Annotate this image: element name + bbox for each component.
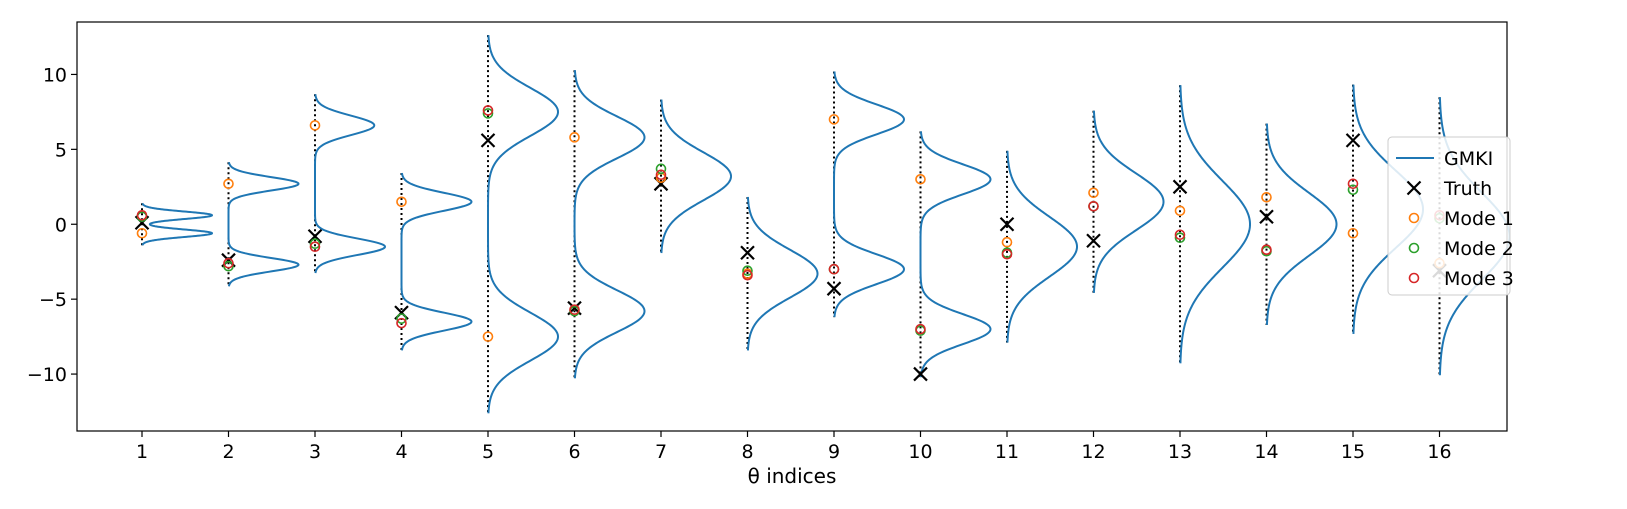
y-tick-label-3: −5 <box>39 289 67 311</box>
x-axis-label: θ indices <box>748 464 837 488</box>
truth-marker-5 <box>480 133 496 148</box>
mode-3-marker-8 <box>742 269 753 281</box>
density-curve-12 <box>1092 110 1165 293</box>
mode-2-marker-4 <box>396 313 407 324</box>
mode-2-marker-15 <box>1347 184 1359 196</box>
mode-3-marker-4 <box>396 317 407 329</box>
density-curve-9 <box>833 71 906 318</box>
mode-1-marker-14 <box>1261 191 1272 203</box>
mode-3-marker-5 <box>482 105 494 116</box>
mode-2-marker-5 <box>482 108 494 119</box>
mode-1-marker-2 <box>223 178 234 190</box>
legend-label-mode-1: Mode 1 <box>1444 208 1514 230</box>
legend-label-truth: Truth <box>1443 178 1492 200</box>
x-tick-label-10: 10 <box>908 441 932 463</box>
mode-2-marker-13 <box>1174 232 1186 244</box>
mode-3-marker-11 <box>1001 248 1013 260</box>
y-tick-label-0: 10 <box>43 64 67 86</box>
mode-3-marker-2 <box>223 257 234 269</box>
truth-marker-8 <box>740 245 755 260</box>
mode-1-marker-9 <box>828 114 840 125</box>
density-curve-6 <box>573 70 646 379</box>
truth-marker-10 <box>913 366 928 382</box>
density-curve-8 <box>746 196 819 351</box>
truth-marker-11 <box>999 216 1015 232</box>
x-tick-label-11: 11 <box>995 441 1019 463</box>
truth-marker-14 <box>1259 209 1274 225</box>
mode-1-marker-15 <box>1347 227 1359 239</box>
density-curve-10 <box>919 131 992 378</box>
x-tick-label-7: 7 <box>655 441 667 463</box>
x-tick-label-5: 5 <box>482 441 494 463</box>
plot-area-background <box>77 22 1507 431</box>
density-curve-7 <box>660 99 733 254</box>
mode-3-marker-14 <box>1261 244 1272 256</box>
legend-label-mode-3: Mode 3 <box>1444 268 1514 290</box>
mode-2-marker-3 <box>309 238 321 250</box>
x-tick-label-1: 1 <box>136 441 148 463</box>
legend: GMKI Truth Mode 1 Mode 2 Mode 3 <box>1387 136 1514 296</box>
x-tick-label-6: 6 <box>568 441 580 463</box>
mode-1-marker-13 <box>1174 205 1186 217</box>
density-curve-1 <box>141 202 214 246</box>
density-layer <box>141 35 1511 414</box>
x-tick-label-3: 3 <box>309 441 321 463</box>
x-tick-label-8: 8 <box>741 441 753 463</box>
mode-1-marker-5 <box>482 331 494 342</box>
x-tick-label-12: 12 <box>1081 441 1105 463</box>
mode-3-marker-7 <box>655 169 667 181</box>
x-tick-label-4: 4 <box>395 441 407 463</box>
legend-label-gmki: GMKI <box>1444 148 1493 170</box>
truth-marker-9 <box>826 281 842 296</box>
density-curve-5 <box>487 35 560 414</box>
density-curve-3 <box>314 94 387 274</box>
mode-3-marker-3 <box>309 241 321 253</box>
mode-1-marker-3 <box>309 120 321 131</box>
mode-3-marker-6 <box>569 304 580 315</box>
legend-box <box>1387 136 1511 296</box>
x-tick-label-13: 13 <box>1168 441 1192 463</box>
truth-marker-15 <box>1345 133 1361 148</box>
mode-3-marker-9 <box>828 263 840 275</box>
y-tick-label-1: 5 <box>55 139 67 161</box>
legend-swatch-mode-1 <box>1408 212 1420 224</box>
legend-swatch-truth <box>1406 180 1422 196</box>
density-curve-13 <box>1179 85 1252 364</box>
legend-swatch-mode-3 <box>1408 272 1420 284</box>
mode-1-marker-6 <box>569 132 580 143</box>
density-curve-2 <box>227 162 300 287</box>
x-tick-label-2: 2 <box>222 441 234 463</box>
mode-1-marker-10 <box>915 174 926 185</box>
x-tick-label-14: 14 <box>1254 441 1278 463</box>
truth-marker-13 <box>1172 179 1188 195</box>
mode-1-marker-1 <box>136 227 148 239</box>
mode-1-marker-11 <box>1001 236 1013 248</box>
x-tick-label-9: 9 <box>828 441 840 463</box>
density-curve-14 <box>1265 123 1338 325</box>
mode-2-marker-8 <box>742 265 753 276</box>
mode-3-marker-10 <box>915 323 926 335</box>
x-tick-label-16: 16 <box>1427 441 1451 463</box>
density-curve-11 <box>1006 150 1079 343</box>
mode-3-marker-1 <box>136 209 148 221</box>
legend-swatch-mode-2 <box>1408 242 1420 254</box>
x-tick-label-15: 15 <box>1341 441 1365 463</box>
mode-2-marker-2 <box>223 260 234 272</box>
y-tick-label-2: 0 <box>55 214 67 236</box>
mode-2-marker-7 <box>655 163 667 175</box>
truth-marker-3 <box>307 228 323 244</box>
mode-3-marker-15 <box>1347 178 1359 190</box>
density-curve-4 <box>400 172 473 351</box>
mode-1-marker-4 <box>396 196 407 208</box>
mode-1-marker-12 <box>1088 187 1099 199</box>
legend-label-mode-2: Mode 2 <box>1444 238 1514 260</box>
mode-3-marker-13 <box>1174 229 1186 241</box>
truth-marker-12 <box>1086 233 1101 249</box>
mode-3-marker-12 <box>1088 200 1099 212</box>
y-tick-label-4: −10 <box>27 364 67 386</box>
